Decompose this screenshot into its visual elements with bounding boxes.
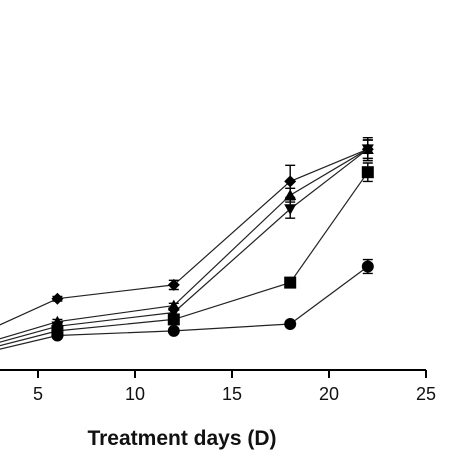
data-point-circle bbox=[284, 318, 297, 330]
x-tick-label: 10 bbox=[125, 384, 145, 404]
data-point-square bbox=[167, 313, 180, 326]
x-axis-ticks: 5 10 15 20 25 bbox=[33, 370, 436, 404]
data-point-square bbox=[284, 276, 297, 289]
data-point-triangle-down bbox=[167, 307, 180, 319]
series-circle bbox=[0, 258, 374, 350]
series-layer bbox=[0, 137, 374, 350]
data-point-circle bbox=[51, 329, 64, 342]
x-tick-label: 25 bbox=[416, 384, 436, 404]
x-axis-title: Treatment days (D) bbox=[87, 427, 276, 450]
x-tick-label: 15 bbox=[222, 384, 242, 404]
data-point-triangle-down bbox=[284, 204, 297, 215]
data-point-triangle-down bbox=[361, 144, 374, 156]
series-square bbox=[0, 162, 374, 347]
x-tick-label: 20 bbox=[319, 384, 339, 404]
data-point-diamond bbox=[167, 278, 180, 291]
x-tick-label: 5 bbox=[33, 384, 43, 404]
data-point-circle bbox=[167, 324, 180, 337]
data-point-circle bbox=[361, 260, 374, 273]
series-line bbox=[0, 266, 369, 350]
data-point-diamond bbox=[51, 292, 64, 305]
data-point-triangle-up bbox=[284, 189, 297, 200]
data-point-square bbox=[361, 166, 374, 179]
data-point-diamond bbox=[284, 175, 297, 188]
